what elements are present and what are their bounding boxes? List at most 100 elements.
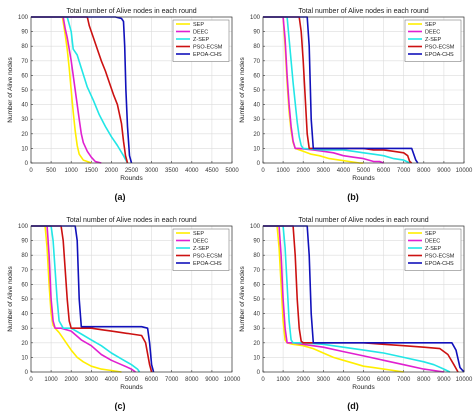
y-tick-label: 60 [21,282,28,288]
axes-frame [262,16,465,164]
x-tick-label: 1000 [276,168,290,174]
y-tick-label: 0 [257,370,261,376]
y-tick-label: 90 [21,239,28,245]
x-tick-label: 1000 [276,377,290,383]
y-tick-label: 80 [253,44,260,50]
series-line-z-sep [263,225,451,373]
legend-entry: Z-SEP [425,37,442,43]
y-tick-label: 100 [18,15,29,21]
series-line-sep [31,16,92,164]
y-tick-label: 60 [253,73,260,79]
x-tick-label: 6000 [377,168,391,174]
y-tick-label: 40 [21,312,28,318]
series-line-z-sep [31,225,141,373]
chart-panel-2: 0 1000 2000 3000 4000 5000 6000 7000 8000 9000 100… [239,8,473,202]
x-tick-label: 0 [29,377,33,383]
legend-entry: Z-SEP [425,246,442,252]
x-tick-label: 2000 [105,168,119,174]
y-tick-label: 100 [250,224,261,230]
x-tick-label: 10000 [456,377,473,383]
x-tick-label: 0 [29,168,33,174]
series-line-sep [263,225,404,373]
y-tick-label: 40 [253,103,260,109]
x-tick-label: 4000 [185,168,199,174]
legend-entry: SEP [193,231,204,237]
x-tick-label: 6000 [377,377,391,383]
series-line-epoa-chs [31,225,155,373]
chart-panel-3: 0 1000 2000 3000 4000 5000 6000 7000 8000 9000 100… [7,217,241,411]
y-tick-label: 60 [253,282,260,288]
y-tick-label: 30 [21,326,28,332]
y-tick-label: 70 [21,268,28,274]
legend-entry: DEEC [193,30,208,36]
x-tick-label: 9000 [437,377,451,383]
y-tick-label: 80 [21,253,28,259]
series-line-epoa-chs [31,16,133,164]
y-tick-label: 100 [250,15,261,21]
chart-title: Total number of Alive nodes in each roun… [66,217,196,224]
panel-caption: (d) [347,401,359,411]
x-tick-label: 1000 [44,377,58,383]
x-tick-label: 4000 [337,377,351,383]
y-tick-label: 70 [253,268,260,274]
x-tick-label: 5000 [357,168,371,174]
y-tick-label: 30 [253,117,260,123]
y-tick-label: 20 [253,341,260,347]
y-tick-label: 90 [21,30,28,36]
y-tick-label: 50 [21,88,28,94]
x-axis-label: Rounds [352,384,375,391]
y-tick-label: 30 [253,326,260,332]
x-axis-label: Rounds [352,175,375,182]
y-tick-label: 70 [21,59,28,65]
series-line-z-sep [263,16,411,164]
series-line-pso-ecsm [31,225,153,373]
legend-entry: Z-SEP [193,37,210,43]
chart-title: Total number of Alive nodes in each roun… [66,8,196,15]
x-tick-label: 2000 [297,168,311,174]
y-tick-label: 10 [253,355,260,361]
y-tick-label: 50 [21,297,28,303]
chart-title: Total number of Alive nodes in each roun… [298,217,428,224]
y-tick-label: 30 [21,117,28,123]
axes-frame [262,225,465,373]
y-tick-label: 70 [253,59,260,65]
panel-caption: (a) [115,192,126,202]
series-line-epoa-chs [263,225,465,373]
x-tick-label: 2000 [65,377,79,383]
legend-entry: Z-SEP [193,246,210,252]
y-tick-label: 10 [253,146,260,152]
x-tick-label: 10000 [224,377,241,383]
y-tick-label: 80 [21,44,28,50]
x-tick-label: 7000 [397,377,411,383]
series-line-deec [31,225,136,373]
y-tick-label: 90 [253,30,260,36]
chart-panel-4: 0 1000 2000 3000 4000 5000 6000 7000 8000 9000 100… [239,217,473,411]
x-tick-label: 2000 [297,377,311,383]
y-tick-label: 40 [253,312,260,318]
y-tick-label: 40 [21,103,28,109]
legend-entry: EPOA-CHS [193,261,222,267]
legend-entry: DEEC [193,239,208,245]
x-tick-label: 8000 [185,377,199,383]
x-tick-label: 9000 [205,377,219,383]
x-tick-label: 0 [261,377,265,383]
y-axis-label: Number of Alive nodes [7,266,14,332]
y-tick-label: 60 [21,73,28,79]
x-tick-label: 4000 [105,377,119,383]
x-tick-label: 5000 [125,377,139,383]
x-tick-label: 10000 [456,168,473,174]
y-tick-label: 80 [253,253,260,259]
y-tick-label: 20 [253,132,260,138]
legend-entry: PSO-ECSM [425,45,455,51]
legend-entry: EPOA-CHS [193,52,222,58]
x-tick-label: 5000 [225,168,239,174]
legend-entry: PSO-ECSM [425,254,455,260]
y-axis-label: Number of Alive nodes [239,266,246,332]
y-axis-label: Number of Alive nodes [7,57,14,123]
legend-entry: SEP [425,231,436,237]
y-tick-label: 20 [21,341,28,347]
